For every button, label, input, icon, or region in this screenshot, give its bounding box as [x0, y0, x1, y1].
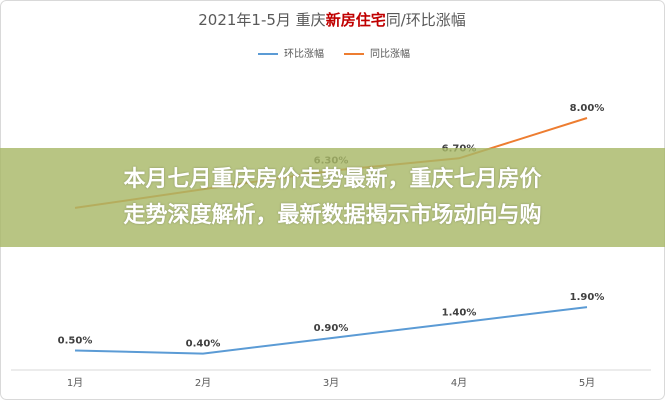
x-tick-label: 5月: [579, 377, 595, 389]
data-label: 0.90%: [314, 323, 349, 334]
banner-line: 本月七月重庆房价走势最新，重庆七月房价: [123, 166, 542, 192]
x-tick-label: 4月: [451, 377, 467, 389]
data-label: 1.40%: [442, 308, 477, 319]
legend-label: 环比涨幅: [284, 47, 324, 60]
data-label: 0.50%: [58, 336, 93, 347]
title-highlight: 新房住宅: [326, 11, 386, 29]
x-tick-label: 1月: [67, 377, 83, 389]
banner: 本月七月重庆房价走势最新，重庆七月房价 走势深度解析，最新数据揭示市场动向与购: [0, 148, 665, 247]
data-label: 8.00%: [570, 103, 605, 114]
title-part: 同/环比涨幅: [386, 11, 466, 29]
chart-title: 2021年1-5月 重庆新房住宅同/环比涨幅: [198, 11, 466, 29]
line: [74, 306, 588, 355]
data-label: 1.90%: [570, 292, 605, 303]
banner-line: 走势深度解析，最新数据揭示市场动向与购: [123, 202, 542, 228]
title-part: 2021年1-5月 重庆: [198, 11, 325, 29]
x-tick-label: 3月: [323, 377, 339, 389]
x-tick-label: 2月: [195, 377, 211, 389]
data-label: 0.40%: [186, 339, 221, 350]
legend-label: 同比涨幅: [370, 47, 410, 60]
